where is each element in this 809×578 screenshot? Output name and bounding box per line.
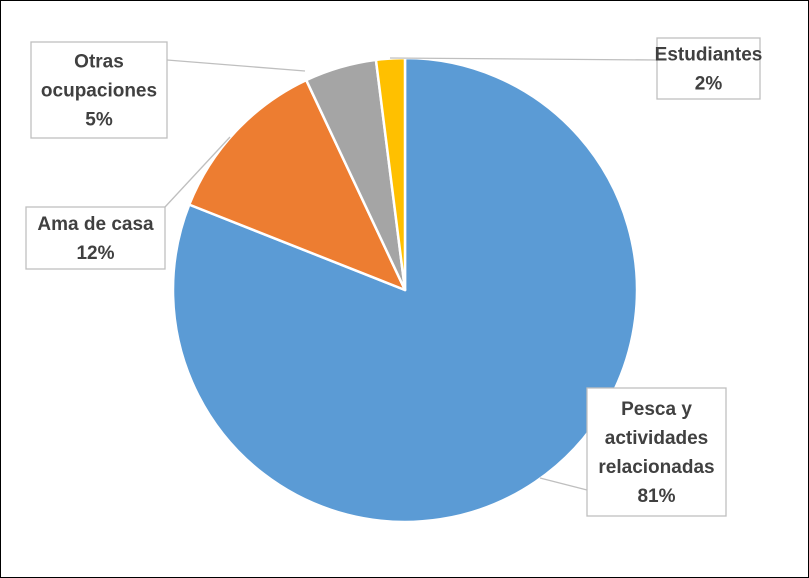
callout-box-2 <box>30 41 168 139</box>
leader-line-3 <box>389 57 658 61</box>
percent-label-2: 5% <box>85 110 113 131</box>
data-labels: Pesca y actividades relacionadas 81% Ama de … <box>25 37 763 517</box>
pie-slice-1 <box>188 78 407 292</box>
callout-0: Pesca y actividades relacionadas 81% <box>586 387 727 517</box>
leader-line-2 <box>166 59 306 72</box>
percent-label-1: 12% <box>76 243 114 264</box>
callout-box-1 <box>25 206 166 270</box>
callout-box-3 <box>656 37 761 100</box>
leader-line-0 <box>539 477 588 491</box>
category-label-0: Pesca y <box>621 399 692 420</box>
leader-line-1 <box>164 136 231 208</box>
category-label-2: ocupaciones <box>41 81 157 102</box>
percent-label-3: 2% <box>695 74 723 95</box>
category-label-1: Ama de casa <box>37 214 154 235</box>
callout-box-0 <box>586 387 727 517</box>
leader-lines <box>164 57 658 491</box>
percent-label-0: 81% <box>637 486 675 507</box>
callout-1: Ama de casa 12% <box>25 206 166 270</box>
callout-2: Otras ocupaciones 5% <box>30 41 168 139</box>
category-label-3: Estudiantes <box>655 45 763 66</box>
slices <box>171 56 639 524</box>
category-label-2: Otras <box>74 52 124 73</box>
callout-3: Estudiantes 2% <box>655 37 763 100</box>
category-label-0: relacionadas <box>598 457 714 478</box>
category-label-0: actividades <box>605 428 709 449</box>
